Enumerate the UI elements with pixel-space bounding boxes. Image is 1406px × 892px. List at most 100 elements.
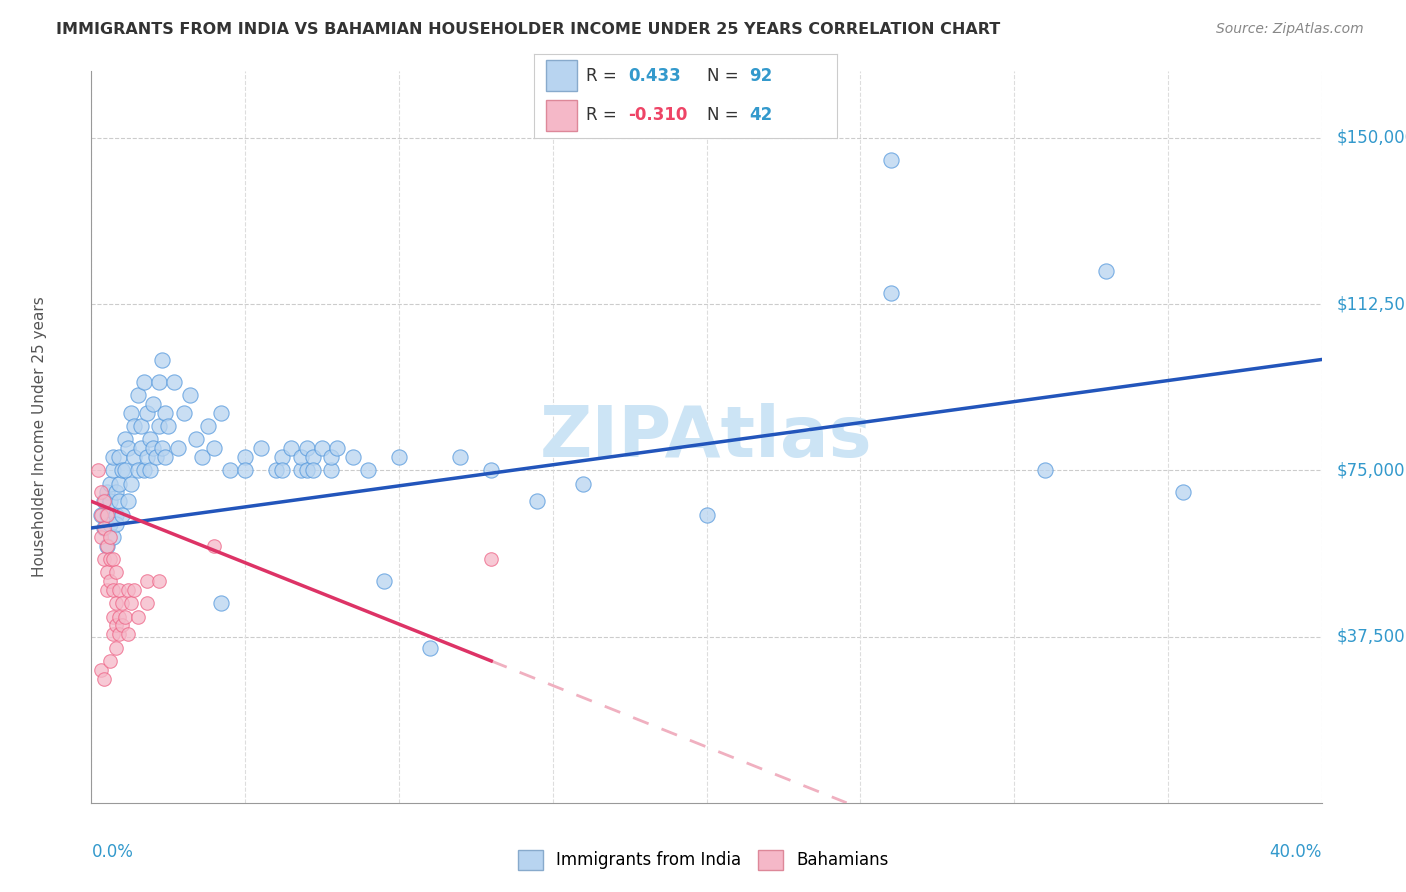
Point: [157, 419, 180, 434]
Point: [373, 574, 395, 589]
Point: [98, 476, 121, 491]
Point: [105, 508, 127, 522]
Point: [98, 494, 121, 508]
Point: [98, 552, 121, 566]
Point: [124, 450, 146, 464]
Point: [105, 640, 127, 655]
Point: [153, 450, 177, 464]
Point: [127, 463, 149, 477]
Point: [449, 450, 471, 464]
Point: [114, 463, 136, 477]
Point: [101, 530, 124, 544]
Point: [96, 539, 118, 553]
Point: [105, 618, 127, 632]
Point: [264, 463, 287, 477]
Text: $75,000: $75,000: [1337, 461, 1406, 479]
Point: [479, 552, 502, 566]
Point: [197, 419, 219, 434]
Point: [101, 582, 124, 597]
Point: [166, 441, 188, 455]
Point: [572, 476, 595, 491]
Point: [105, 566, 127, 580]
Text: N =: N =: [707, 106, 744, 124]
Point: [124, 419, 146, 434]
Point: [101, 609, 124, 624]
Text: 0.0%: 0.0%: [91, 843, 134, 861]
Point: [173, 406, 195, 420]
Point: [479, 463, 502, 477]
Point: [96, 566, 118, 580]
Point: [142, 441, 165, 455]
Text: Householder Income Under 25 years: Householder Income Under 25 years: [32, 297, 48, 577]
Point: [290, 450, 312, 464]
Text: $150,000: $150,000: [1337, 128, 1406, 147]
Point: [880, 153, 903, 167]
Point: [526, 494, 548, 508]
Point: [419, 640, 441, 655]
Point: [209, 406, 232, 420]
Point: [90, 530, 112, 544]
Point: [111, 596, 134, 610]
Point: [202, 539, 225, 553]
Point: [148, 419, 170, 434]
Point: [114, 609, 136, 624]
Point: [93, 672, 115, 686]
Point: [101, 552, 124, 566]
Point: [184, 432, 207, 446]
Point: [388, 450, 411, 464]
Legend: Immigrants from India, Bahamians: Immigrants from India, Bahamians: [510, 843, 896, 877]
Point: [108, 476, 131, 491]
Point: [163, 375, 186, 389]
Point: [295, 441, 318, 455]
Point: [1095, 264, 1118, 278]
Point: [233, 463, 256, 477]
Point: [120, 596, 142, 610]
Point: [301, 463, 323, 477]
Point: [132, 375, 155, 389]
Point: [135, 596, 157, 610]
Point: [290, 463, 312, 477]
Point: [93, 494, 115, 508]
Point: [90, 508, 112, 522]
Point: [117, 494, 139, 508]
Point: [233, 450, 256, 464]
Point: [135, 406, 157, 420]
Point: [86, 463, 108, 477]
Point: [120, 476, 142, 491]
Point: [271, 463, 294, 477]
Point: [96, 508, 118, 522]
Point: [117, 627, 139, 641]
Point: [93, 521, 115, 535]
Point: [108, 450, 131, 464]
Text: R =: R =: [586, 67, 621, 85]
Point: [249, 441, 271, 455]
Text: 0.433: 0.433: [628, 67, 681, 85]
Point: [135, 574, 157, 589]
Point: [135, 450, 157, 464]
Point: [150, 441, 173, 455]
Point: [108, 627, 131, 641]
Point: [111, 463, 134, 477]
Point: [108, 582, 131, 597]
Point: [139, 432, 162, 446]
Point: [93, 494, 115, 508]
Text: 40.0%: 40.0%: [1270, 843, 1322, 861]
Text: N =: N =: [707, 67, 744, 85]
Point: [202, 441, 225, 455]
Point: [96, 539, 118, 553]
Point: [209, 596, 232, 610]
Point: [98, 574, 121, 589]
Point: [96, 508, 118, 522]
Point: [127, 388, 149, 402]
Point: [117, 582, 139, 597]
Text: 42: 42: [749, 106, 772, 124]
Point: [111, 618, 134, 632]
Point: [1173, 485, 1195, 500]
Point: [311, 441, 333, 455]
Point: [139, 463, 162, 477]
Point: [101, 450, 124, 464]
Point: [120, 406, 142, 420]
FancyBboxPatch shape: [547, 100, 576, 130]
Text: ZIPAtlas: ZIPAtlas: [540, 402, 873, 472]
Point: [90, 663, 112, 677]
